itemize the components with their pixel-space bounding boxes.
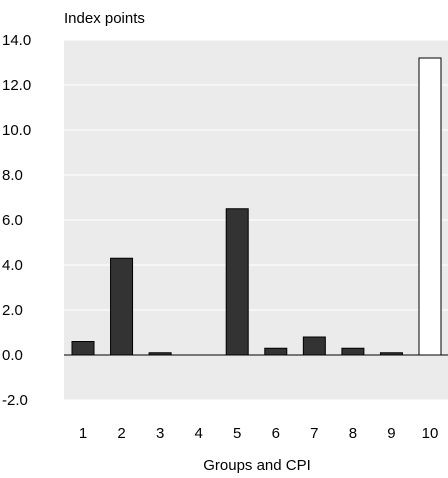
x-tick-label: 1 bbox=[79, 425, 87, 442]
bar-5 bbox=[225, 208, 249, 356]
y-tick-label: 8.0 bbox=[2, 167, 23, 184]
y-tick-label: 0.0 bbox=[2, 347, 23, 364]
y-tick-label: 14.0 bbox=[2, 32, 31, 49]
x-tick-label: 10 bbox=[422, 425, 439, 442]
bar-8 bbox=[341, 347, 365, 356]
y-tick-label: 12.0 bbox=[2, 77, 31, 94]
x-tick-label: 4 bbox=[194, 425, 202, 442]
x-tick-label: 9 bbox=[387, 425, 395, 442]
bar-1 bbox=[71, 341, 95, 356]
bar-7 bbox=[302, 336, 326, 356]
y-tick-label: -2.0 bbox=[2, 392, 28, 409]
x-tick-label: 6 bbox=[272, 425, 280, 442]
x-tick-label: 2 bbox=[117, 425, 125, 442]
x-tick-label: 7 bbox=[310, 425, 318, 442]
y-tick-labels: -2.0 0.0 2.0 4.0 6.0 8.0 10.0 12.0 14.0 bbox=[2, 32, 31, 409]
bar-10 bbox=[418, 57, 442, 356]
bar-2 bbox=[110, 257, 134, 356]
x-tick-label: 3 bbox=[156, 425, 164, 442]
y-axis-title: Index points bbox=[64, 10, 145, 27]
y-tick-label: 4.0 bbox=[2, 257, 23, 274]
y-tick-label: 10.0 bbox=[2, 122, 31, 139]
x-axis-title: Groups and CPI bbox=[203, 457, 311, 474]
y-tick-label: 2.0 bbox=[2, 302, 23, 319]
x-tick-label: 5 bbox=[233, 425, 241, 442]
bar-6 bbox=[264, 347, 288, 356]
x-tick-label: 8 bbox=[349, 425, 357, 442]
x-tick-labels: 1 2 3 4 5 6 7 8 9 10 bbox=[79, 425, 439, 442]
bars bbox=[71, 57, 442, 356]
y-tick-label: 6.0 bbox=[2, 212, 23, 229]
